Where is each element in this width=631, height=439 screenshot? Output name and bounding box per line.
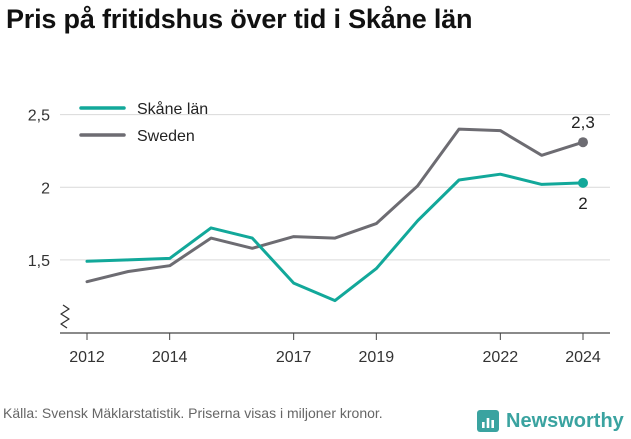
end-point-sweden bbox=[578, 137, 588, 148]
y-tick-label: 1,5 bbox=[28, 253, 50, 270]
series-line-sweden bbox=[85, 127, 585, 284]
brand-name: Newsworthy bbox=[506, 409, 624, 432]
legend-label-sweden: Sweden bbox=[137, 128, 195, 145]
x-tick-label: 2012 bbox=[69, 349, 105, 366]
end-point-sk-ne-l-n bbox=[578, 177, 588, 188]
chart-title: Pris på fritidshus över tid i Skåne län bbox=[6, 4, 473, 34]
series-line-sk-ne-l-n bbox=[85, 172, 585, 303]
line-chart: 1,5 2 2,5 2012 2014 2017 2019 2022 2024 Skåne lä… bbox=[28, 100, 610, 366]
end-label-sweden: 2,3 bbox=[571, 113, 595, 132]
legend-label-sk-ne-l-n: Skåne län bbox=[137, 100, 208, 118]
source-note: Källa: Svensk Mäklarstatistik. Priserna … bbox=[3, 405, 383, 421]
newsworthy-logo[interactable]: Newsworthy bbox=[476, 409, 624, 433]
newsworthy-logo-icon bbox=[477, 410, 499, 432]
end-label-sk-ne-l-n: 2 bbox=[578, 194, 587, 213]
x-tick-label: 2017 bbox=[276, 349, 312, 366]
x-tick-label: 2014 bbox=[152, 349, 188, 366]
x-tick-label: 2022 bbox=[483, 349, 519, 366]
x-tick-label: 2019 bbox=[359, 349, 395, 366]
x-tick-label: 2024 bbox=[565, 349, 601, 366]
y-axis-break-marker bbox=[60, 304, 70, 329]
y-tick-label: 2,5 bbox=[28, 108, 50, 125]
y-tick-label: 2 bbox=[41, 180, 50, 197]
